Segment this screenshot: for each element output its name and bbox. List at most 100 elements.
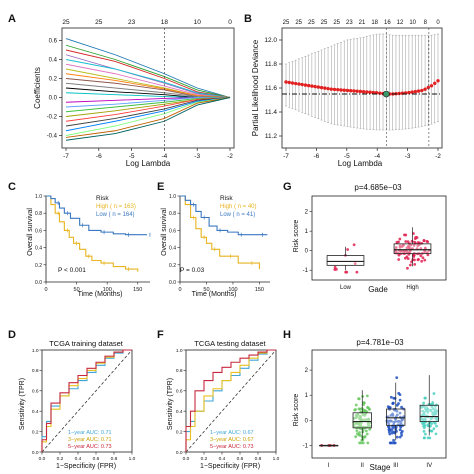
c-pvalue: P < 0.001 bbox=[58, 267, 86, 274]
a-coef-path bbox=[65, 63, 231, 98]
h-point bbox=[424, 396, 427, 400]
h-point bbox=[392, 438, 395, 442]
c-km-curve bbox=[46, 195, 147, 236]
g-point bbox=[395, 240, 399, 244]
h-point bbox=[422, 401, 426, 405]
g-point bbox=[417, 258, 420, 261]
f-xtick-label: 0.4 bbox=[219, 456, 226, 462]
b-top-tick-label: 25 bbox=[308, 20, 315, 26]
h-point bbox=[429, 424, 432, 428]
h-point bbox=[431, 401, 435, 404]
f-roc-curve bbox=[185, 349, 276, 452]
b-deviance-point bbox=[365, 90, 369, 94]
b-xtick-label: -6 bbox=[314, 153, 320, 160]
g-ytick-label: 2 bbox=[305, 210, 309, 216]
h-box bbox=[386, 408, 406, 426]
c-km-curve bbox=[46, 195, 139, 272]
a-ytick-label: 0.0 bbox=[49, 96, 58, 102]
g-point bbox=[355, 270, 359, 274]
a-coef-path bbox=[65, 97, 231, 138]
b-xlabel: Log Lambda bbox=[338, 159, 383, 168]
h-point bbox=[391, 414, 395, 417]
h-point bbox=[432, 413, 435, 417]
h-point bbox=[354, 403, 358, 407]
h-point bbox=[389, 419, 392, 423]
d-diagonal bbox=[41, 349, 133, 453]
h-point bbox=[398, 411, 402, 415]
a-coef-path bbox=[65, 97, 231, 132]
g-point bbox=[421, 256, 425, 260]
f-ytick-label: 0.2 bbox=[176, 429, 183, 435]
b-top-tick-label: 21 bbox=[359, 20, 366, 26]
g-point bbox=[334, 267, 338, 271]
g-point bbox=[419, 254, 423, 258]
g-ytick-label: 1 bbox=[305, 229, 309, 235]
g-point bbox=[346, 248, 350, 251]
h-category-label: III bbox=[393, 463, 398, 469]
f-xtick-label: 1.0 bbox=[273, 456, 280, 462]
d-xtick-label: 0.2 bbox=[57, 456, 64, 462]
h-category-label: IV bbox=[426, 463, 432, 469]
b-top-tick-label: 8 bbox=[424, 20, 428, 26]
h-point bbox=[365, 432, 369, 436]
b-deviance-point bbox=[339, 88, 343, 92]
h-point bbox=[367, 407, 371, 411]
h-ylabel: Risk score bbox=[293, 394, 300, 427]
panel-letter-f: F bbox=[157, 329, 164, 341]
e-ytick-label: 0.2 bbox=[169, 263, 176, 269]
b-ytick-label: 11.4 bbox=[265, 109, 278, 116]
h-point bbox=[398, 428, 402, 432]
h-point bbox=[423, 424, 427, 427]
g-box bbox=[393, 243, 432, 255]
h-point bbox=[419, 417, 423, 421]
a-top-tick-label: 25 bbox=[62, 19, 70, 26]
d-frame bbox=[41, 349, 133, 453]
g-category-label: High bbox=[406, 285, 418, 291]
a-xtick-label: -6 bbox=[96, 153, 102, 160]
b-deviance-point bbox=[336, 87, 340, 92]
f-diagonal bbox=[185, 349, 277, 453]
g-point bbox=[397, 258, 401, 261]
h-ytick-label: 0 bbox=[305, 418, 309, 424]
c-legend-low: Low ( n = 164) bbox=[96, 212, 135, 218]
f-ytick-label: 0.8 bbox=[176, 368, 183, 374]
b-deviance-point bbox=[323, 86, 327, 90]
h-point bbox=[388, 441, 392, 445]
h-point bbox=[355, 429, 359, 433]
b-deviance-point bbox=[429, 84, 434, 88]
h-frame bbox=[311, 349, 447, 459]
f-legend-3yr: 3−year AUC: 0.67 bbox=[210, 437, 254, 443]
h-point bbox=[421, 409, 425, 413]
h-point bbox=[393, 425, 397, 429]
h-point bbox=[422, 426, 426, 430]
h-point bbox=[353, 408, 357, 412]
a-top-tick-label: 23 bbox=[128, 19, 136, 26]
g-box bbox=[326, 255, 365, 266]
panel-letter-e: E bbox=[157, 181, 164, 193]
b-deviance-point bbox=[410, 90, 414, 94]
h-category-label: II bbox=[361, 463, 365, 469]
b-deviance-point bbox=[316, 85, 321, 89]
b-deviance-point bbox=[416, 89, 421, 93]
h-point bbox=[358, 433, 362, 437]
d-legend-3yr: 3−year AUC: 0.71 bbox=[68, 437, 112, 443]
b-top-tick-label: 23 bbox=[346, 20, 353, 26]
c-legend-high: High ( n = 163) bbox=[96, 204, 136, 210]
a-ytick-label: 0.4 bbox=[49, 58, 58, 64]
h-point bbox=[395, 409, 399, 413]
h-point bbox=[434, 417, 438, 420]
h-ytick-label: 2 bbox=[305, 368, 309, 374]
h-point bbox=[398, 398, 402, 402]
e-pvalue: P = 0.03 bbox=[180, 267, 205, 274]
h-point bbox=[357, 397, 360, 401]
h-point bbox=[401, 417, 405, 421]
e-xlabel: Time (Months) bbox=[192, 291, 237, 298]
b-ytick-label: 11.8 bbox=[265, 61, 278, 68]
b-top-tick-label: 18 bbox=[371, 20, 378, 26]
h-point bbox=[429, 417, 433, 421]
f-ytick-label: 0.0 bbox=[176, 450, 183, 456]
b-deviance-point bbox=[355, 89, 359, 93]
a-xtick-label: -2 bbox=[227, 153, 233, 160]
h-point bbox=[398, 435, 402, 439]
c-ytick-label: 0.8 bbox=[35, 211, 42, 217]
